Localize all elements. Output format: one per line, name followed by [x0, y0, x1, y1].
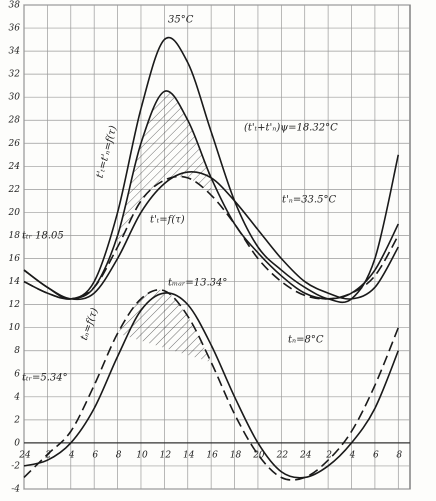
y-tick-label: -2	[11, 461, 20, 471]
y-tick-label: -4	[11, 485, 20, 495]
y-tick-label: 16	[9, 254, 21, 264]
x-tick-label: 6	[92, 450, 98, 460]
annotation: t'ₜ=f(τ)	[150, 215, 185, 226]
x-tick-label: 8	[116, 450, 122, 460]
line-series	[23, 36, 400, 304]
x-tick-label: 2	[325, 450, 332, 460]
y-tick-label: 8	[14, 346, 20, 356]
x-tick-label: 4	[349, 450, 356, 460]
annotation: tₙ=8°C	[288, 335, 324, 346]
line-series	[23, 289, 400, 481]
x-tick-label: 24	[18, 450, 31, 460]
y-tick-label: 32	[9, 70, 21, 80]
x-tick-label: 20	[252, 450, 265, 460]
annotation: tₙ=f(τ)	[79, 307, 101, 342]
hatched-area	[117, 90, 212, 248]
y-tick-label: 14	[9, 277, 21, 287]
x-tick-label: 4	[68, 450, 75, 460]
y-tick-label: 2	[13, 415, 20, 425]
y-tick-label: 12	[9, 300, 21, 310]
line-series	[23, 171, 399, 301]
x-tick-label: 2	[45, 450, 52, 460]
y-tick-label: 22	[8, 185, 21, 195]
annotation: tₘₐᵣ=13.34°	[168, 278, 227, 289]
annotation: (t'ₜ+t'ₙ)ψ=18.32°C	[244, 123, 338, 134]
annotation: t'ₜ=t'ₙ=f(τ)	[95, 124, 120, 179]
y-tick-label: 24	[8, 162, 21, 172]
y-tick-label: 38	[9, 1, 21, 11]
y-tick-label: 26	[8, 139, 21, 149]
y-tick-label: 4	[13, 392, 20, 402]
x-tick-label: 24	[299, 450, 312, 460]
x-tick-label: 22	[276, 450, 289, 460]
y-tick-label: 28	[8, 116, 21, 126]
plot-frame	[23, 4, 411, 490]
y-tick-label: 30	[9, 93, 21, 103]
grid: -4-2024681012141618202224262830323436382…	[8, 1, 411, 495]
x-tick-label: 16	[206, 450, 218, 460]
line-series	[23, 175, 399, 300]
x-tick-label: 6	[373, 450, 379, 460]
y-tick-label: 34	[9, 47, 21, 57]
y-tick-label: 6	[14, 369, 20, 379]
x-tick-label: 12	[160, 450, 172, 460]
x-tick-label: 10	[136, 450, 148, 460]
annotation: tₜᵣ 18.05	[22, 231, 64, 242]
y-tick-label: 10	[9, 323, 21, 333]
annotation: tₜᵣ=5.34°	[22, 373, 68, 384]
y-tick-label: 18	[9, 231, 21, 241]
x-tick-label: 14	[183, 450, 195, 460]
hatched-area	[117, 289, 212, 363]
x-tick-label: 8	[396, 450, 402, 460]
annotation: 35°C	[168, 15, 194, 26]
annotation: t'ₙ=33.5°C	[282, 195, 336, 206]
marks	[23, 36, 400, 481]
y-tick-label: 20	[8, 208, 21, 218]
x-tick-label: 18	[230, 450, 242, 460]
y-tick-label: 0	[14, 438, 20, 448]
y-tick-label: 36	[9, 24, 21, 34]
line-series	[23, 292, 400, 479]
